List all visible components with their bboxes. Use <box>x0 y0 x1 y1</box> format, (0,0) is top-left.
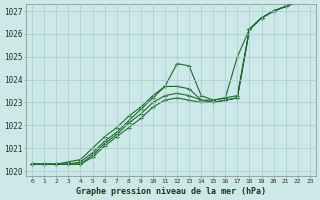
X-axis label: Graphe pression niveau de la mer (hPa): Graphe pression niveau de la mer (hPa) <box>76 187 266 196</box>
